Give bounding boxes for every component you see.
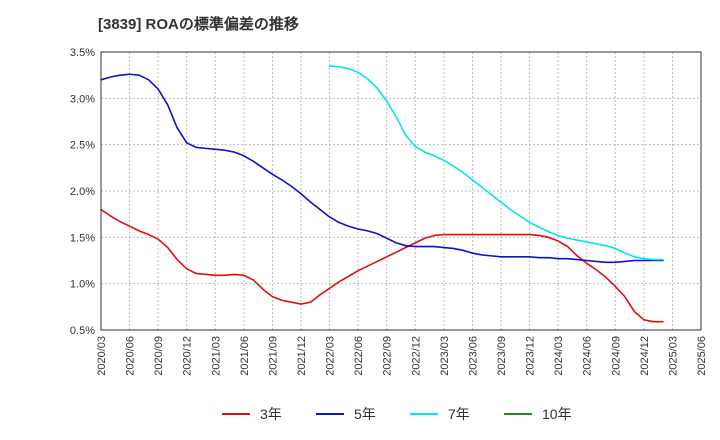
legend-label: 5年 xyxy=(354,406,376,422)
series-lines xyxy=(100,65,664,323)
y-axis-ticks: 0.5% 1.0% 1.5% 2.0% 2.5% 3.0% 3.5% xyxy=(70,47,95,337)
x-tick-label: 2021/03 xyxy=(210,336,222,376)
x-tick-label: 2023/12 xyxy=(525,336,537,376)
series-line-3年 xyxy=(100,208,664,323)
x-tick-label: 2021/06 xyxy=(239,336,251,376)
x-tick-label: 2025/03 xyxy=(667,336,679,376)
x-tick-label: 2023/09 xyxy=(496,336,508,376)
x-tick-label: 2021/12 xyxy=(296,336,308,376)
x-tick-label: 2023/03 xyxy=(439,336,451,376)
legend: 3年 5年 7年 10年 xyxy=(222,406,572,422)
y-tick-label: 3.0% xyxy=(70,93,95,105)
x-tick-label: 2024/09 xyxy=(610,336,622,376)
x-tick-label: 2022/03 xyxy=(325,336,337,376)
x-tick-label: 2020/06 xyxy=(125,336,137,376)
series-line-7年 xyxy=(328,65,664,261)
x-tick-label: 2020/09 xyxy=(153,336,165,376)
plot-border xyxy=(100,51,702,331)
legend-label: 3年 xyxy=(260,406,282,422)
y-tick-label: 0.5% xyxy=(70,325,95,337)
x-tick-label: 2024/06 xyxy=(582,336,594,376)
y-tick-label: 1.5% xyxy=(70,232,95,244)
x-tick-label: 2022/06 xyxy=(353,336,365,376)
y-tick-label: 2.5% xyxy=(70,140,95,152)
x-tick-label: 2024/03 xyxy=(553,336,565,376)
x-axis-ticks: 2020/03 2020/06 2020/09 2020/12 2021/03 2021/… xyxy=(96,336,708,376)
y-tick-label: 3.5% xyxy=(70,47,95,59)
x-tick-label: 2024/12 xyxy=(639,336,651,376)
legend-label: 7年 xyxy=(448,406,470,422)
x-tick-label: 2020/03 xyxy=(96,336,108,376)
x-tick-label: 2023/06 xyxy=(467,336,479,376)
x-tick-label: 2020/12 xyxy=(182,336,194,376)
x-tick-label: 2022/09 xyxy=(382,336,394,376)
legend-label: 10年 xyxy=(542,406,572,422)
chart-title: [3839] ROAの標準偏差の推移 xyxy=(98,16,299,33)
x-tick-label: 2025/06 xyxy=(696,336,708,376)
series-line-5年 xyxy=(100,73,664,264)
x-tick-label: 2021/09 xyxy=(267,336,279,376)
y-tick-label: 1.0% xyxy=(70,279,95,291)
x-tick-label: 2022/12 xyxy=(410,336,422,376)
y-tick-label: 2.0% xyxy=(70,186,95,198)
